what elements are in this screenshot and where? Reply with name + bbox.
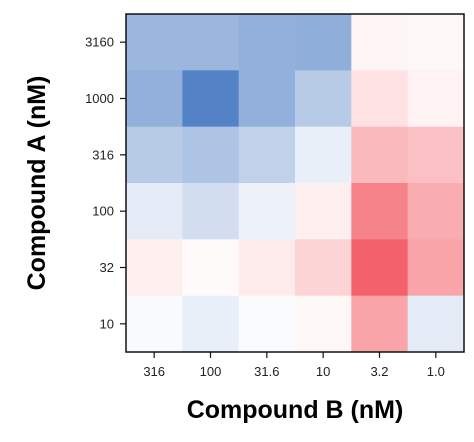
heatmap-cell [126,70,183,128]
heatmap-cell [238,126,296,184]
heatmap-cell [182,239,240,297]
heatmap-cell [238,239,296,297]
heatmap-cell [295,239,352,297]
x-tick-label: 3.2 [370,364,388,379]
x-tick-label: 10 [316,364,330,379]
heatmap-cell [182,126,240,184]
heatmap-cell [407,295,465,353]
heatmap-cell [182,295,240,353]
y-axis-title: Compound A (nM) [23,76,51,291]
heatmap-cell [182,183,240,240]
y-tick-label: 3160 [85,35,114,50]
heatmap-cell [407,14,465,71]
x-tick-label: 31.6 [254,364,279,379]
heatmap-cell [351,295,409,353]
heatmap-cell [295,14,352,71]
heatmap-cells [126,14,465,353]
heatmap-cell [126,295,183,353]
heatmap-cell [351,183,409,240]
y-tick-label: 32 [100,260,114,275]
heatmap-cell [295,126,352,184]
heatmap-cell [182,14,240,71]
heatmap-cell [126,183,183,240]
heatmap-cell [238,183,296,240]
y-tick-label: 1000 [85,91,114,106]
heatmap-cell [351,126,409,184]
heatmap-cell [126,239,183,297]
x-tick-label: 1.0 [427,364,445,379]
heatmap-cell [126,126,183,184]
heatmap-cell [351,14,409,71]
heatmap-cell [407,126,465,184]
heatmap-cell [238,14,296,71]
heatmap-cell [238,70,296,128]
heatmap-cell [351,239,409,297]
heatmap-cell [407,183,465,240]
y-tick-label: 10 [100,316,114,331]
y-axis-ticks: 3160 1000 316 100 32 10 [85,35,126,331]
y-tick-label: 100 [92,204,114,219]
heatmap-cell [407,239,465,297]
heatmap-cell [351,70,409,128]
heatmap-cell [238,295,296,353]
x-axis-title: Compound B (nM) [187,396,404,424]
plot-frame [125,13,465,353]
x-tick-label: 100 [200,364,222,379]
heatmap-cell [407,70,465,128]
heatmap-cell [295,295,352,353]
heatmap-cell [182,70,240,128]
x-tick-label: 316 [143,364,165,379]
heatmap-cell [295,183,352,240]
y-tick-label: 316 [92,147,114,162]
heatmap-cell [295,70,352,128]
heatmap-cell [126,14,183,71]
x-axis-ticks: 316 100 31.6 10 3.2 1.0 [143,352,445,379]
